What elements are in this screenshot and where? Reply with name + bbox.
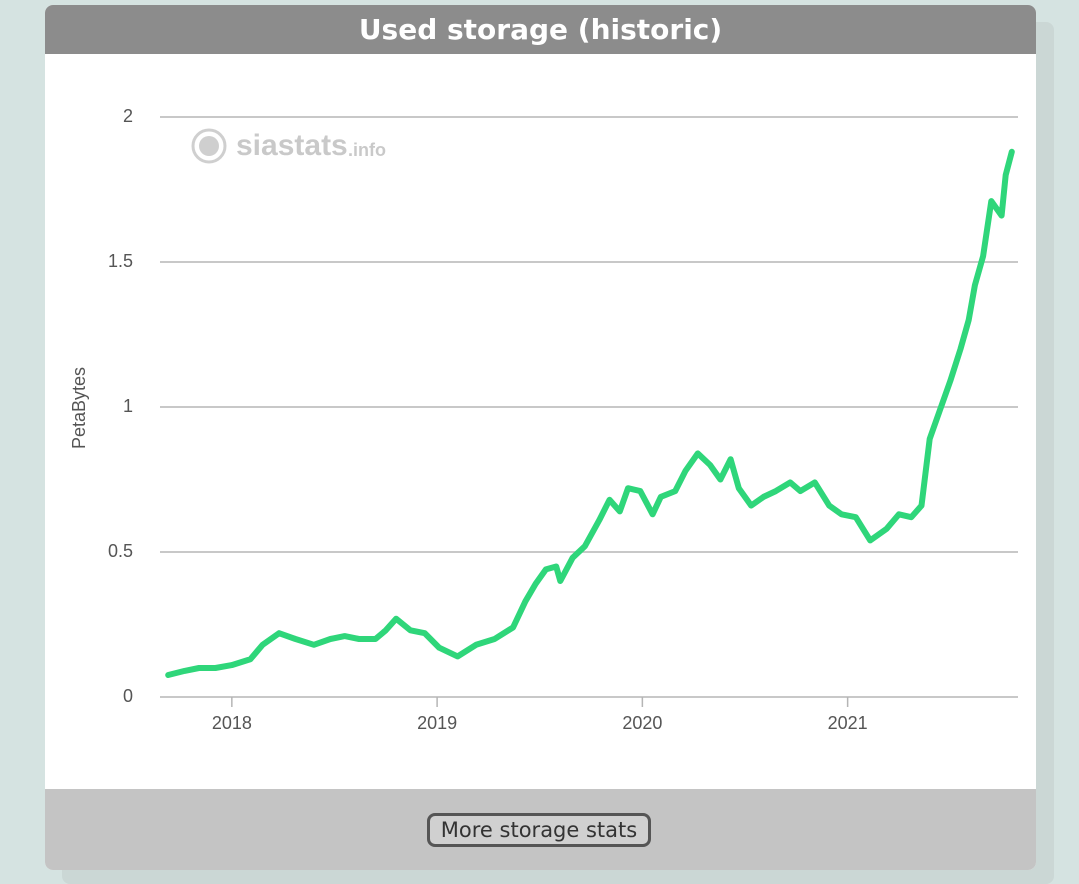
card: Used storage (historic) More storage sta… [45,5,1036,870]
y-axis-label: PetaBytes [69,367,89,449]
card-footer: More storage stats [45,789,1036,870]
watermark-icon [199,136,219,156]
x-tick-label: 2018 [212,713,252,733]
more-stats-button[interactable]: More storage stats [427,813,651,847]
y-tick-label: 0 [123,686,133,706]
y-tick-label: 0.5 [108,541,133,561]
x-tick-label: 2019 [417,713,457,733]
card-title: Used storage (historic) [45,5,1036,54]
watermark-icon [191,128,227,164]
y-tick-label: 1 [123,396,133,416]
watermark-suffix: .info [348,140,386,160]
x-tick-label: 2020 [622,713,662,733]
data-line [165,148,1015,678]
chart: siastats .info PetaBytes 0 0.5 1 1.5 2 2018 20… [69,106,1018,733]
watermark-name: siastats [236,129,348,162]
watermark: siastats .info [191,128,386,164]
x-tick-label: 2021 [828,713,868,733]
y-tick-label: 2 [123,106,133,126]
y-tick-label: 1.5 [108,251,133,271]
